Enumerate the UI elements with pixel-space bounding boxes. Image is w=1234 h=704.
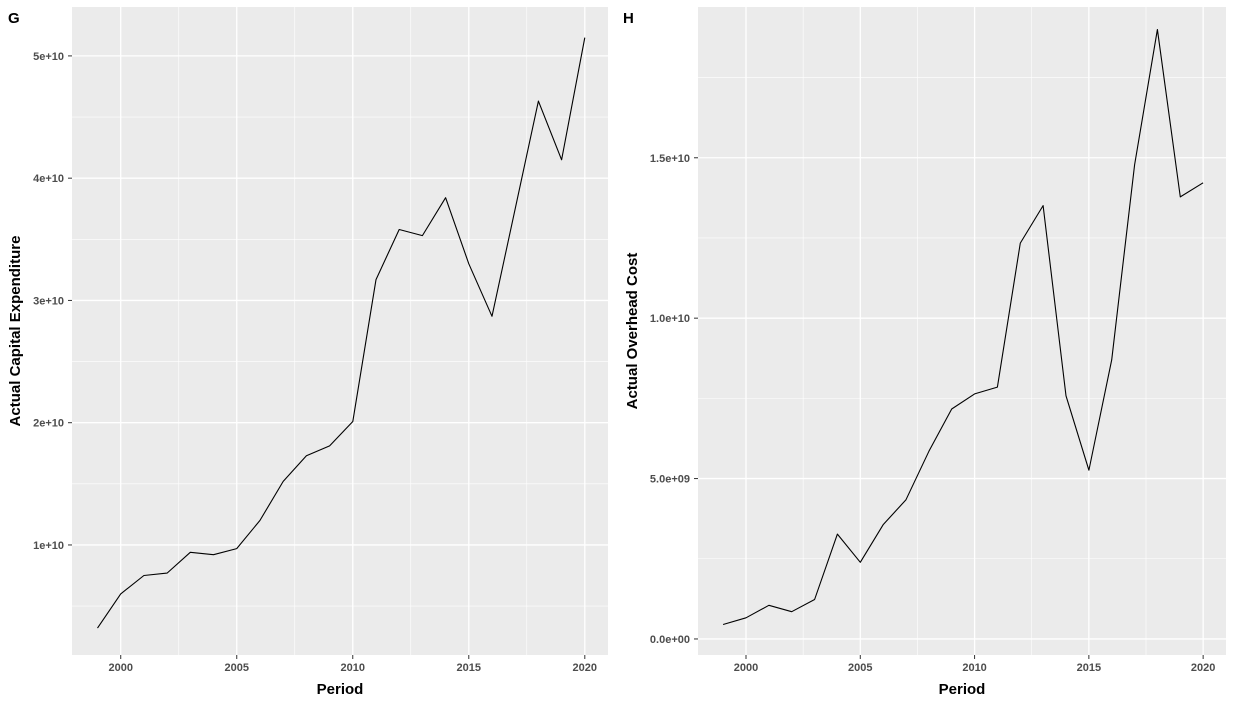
x-tick-label: 2015	[457, 662, 481, 674]
x-tick-label: 2000	[108, 662, 132, 674]
x-tick-label: 2010	[341, 662, 365, 674]
x-tick-label: 2005	[225, 662, 249, 674]
x-tick-label: 2005	[848, 662, 872, 674]
y-tick-label: 5.0e+09	[650, 474, 690, 486]
plot-background	[72, 7, 608, 655]
panel-label: G	[8, 10, 20, 27]
chart-panel-h: 2000 2005 2010 2015 2020 0.0e+00 5.0e+09 1.0e+1…	[623, 7, 1226, 698]
x-axis-title: Period	[317, 681, 364, 698]
y-axis-title: Actual Overhead Cost	[624, 253, 641, 410]
series-line	[722, 28, 1204, 626]
y-tick-label: 5e+10	[33, 51, 64, 63]
x-tick-label: 2015	[1077, 662, 1101, 674]
plot-background	[698, 7, 1226, 655]
y-axis-title: Actual Capital Expenditure	[7, 236, 24, 427]
x-tick-label: 2010	[962, 662, 986, 674]
x-tick-label: 2000	[734, 662, 758, 674]
chart-panel-g: 2000 2005 2010 2015 2020 1e+10 2e+10 3e+10 4e+10…	[7, 7, 608, 698]
y-tick-label: 4e+10	[33, 173, 64, 185]
y-tick-label: 1.0e+10	[650, 313, 690, 325]
x-tick-label: 2020	[1191, 662, 1215, 674]
y-tick-label: 1.5e+10	[650, 153, 690, 165]
y-tick-label: 3e+10	[33, 295, 64, 307]
panel-label: H	[623, 10, 634, 27]
x-tick-label: 2020	[573, 662, 597, 674]
x-axis-title: Period	[939, 681, 986, 698]
y-tick-label: 1e+10	[33, 540, 64, 552]
y-tick-label: 0.0e+00	[650, 634, 690, 646]
y-tick-label: 2e+10	[33, 418, 64, 430]
series-line	[97, 37, 586, 629]
